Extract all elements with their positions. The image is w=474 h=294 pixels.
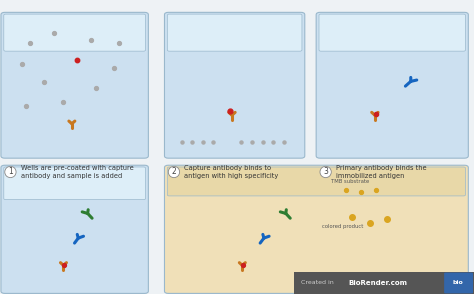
Text: TMB substrate: TMB substrate <box>331 179 369 184</box>
Text: Wells are pre-coated with capture
antibody and sample is added: Wells are pre-coated with capture antibo… <box>21 165 134 179</box>
Text: Created in: Created in <box>301 280 336 285</box>
FancyBboxPatch shape <box>4 14 146 51</box>
Text: colored product: colored product <box>322 224 364 229</box>
FancyBboxPatch shape <box>1 165 148 293</box>
FancyBboxPatch shape <box>319 14 465 51</box>
FancyBboxPatch shape <box>316 12 468 158</box>
FancyBboxPatch shape <box>164 165 468 293</box>
Text: bio: bio <box>453 280 464 285</box>
FancyBboxPatch shape <box>164 12 305 158</box>
Text: Capture antibody binds to
antigen with high specificity: Capture antibody binds to antigen with h… <box>184 165 279 179</box>
FancyBboxPatch shape <box>294 272 474 294</box>
Text: Primary antibody binds the
immobilized antigen: Primary antibody binds the immobilized a… <box>336 165 427 179</box>
FancyBboxPatch shape <box>167 167 465 196</box>
FancyBboxPatch shape <box>4 167 146 200</box>
Text: 1: 1 <box>8 168 13 176</box>
FancyBboxPatch shape <box>444 273 473 293</box>
FancyBboxPatch shape <box>1 12 148 158</box>
FancyBboxPatch shape <box>167 14 302 51</box>
Text: 2: 2 <box>172 168 176 176</box>
Text: 3: 3 <box>323 168 328 176</box>
Text: BioRender.com: BioRender.com <box>348 280 407 286</box>
